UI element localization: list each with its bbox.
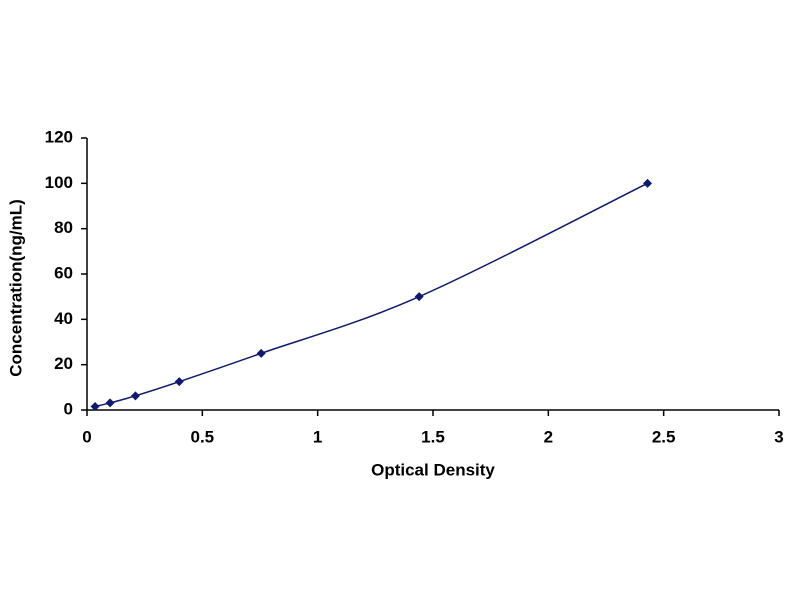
y-tick-label: 120 [45,127,73,146]
point [643,178,653,188]
curve [94,182,648,408]
point [256,348,266,358]
point [414,292,424,302]
point [130,391,140,401]
point [105,398,115,408]
y-axis-label: Concentration(ng/mL) [6,199,25,377]
x-tick-label: 0.5 [191,427,215,446]
x-axis-label: Optical Density [371,460,495,479]
x-tick-label: 2 [544,427,553,446]
y-tick-label: 60 [54,263,73,282]
x-tick-label: 3 [774,427,783,446]
point [174,377,184,387]
y-tick-label: 20 [54,354,73,373]
point [90,401,100,411]
y-tick-label: 40 [54,309,73,328]
y-tick-label: 80 [54,218,73,237]
x-tick-label: 1 [313,427,322,446]
x-tick-label: 2.5 [652,427,676,446]
y-tick-label: 100 [45,173,73,192]
y-tick-label: 0 [64,399,73,418]
x-tick-label: 1.5 [421,427,445,446]
x-tick-label: 0 [82,427,91,446]
